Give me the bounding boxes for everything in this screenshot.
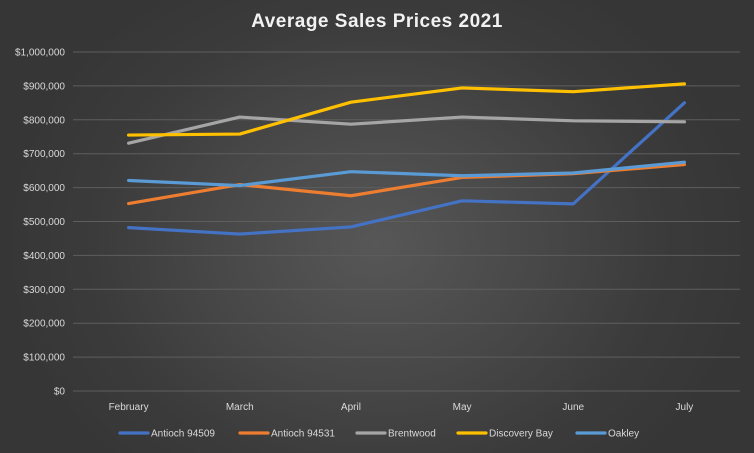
y-tick-label: $700,000 bbox=[23, 149, 65, 160]
legend-item: Discovery Bay bbox=[456, 429, 553, 440]
x-tick-label: July bbox=[676, 402, 694, 413]
series-line bbox=[126, 115, 687, 145]
series-line bbox=[126, 101, 687, 236]
legend-item: Antioch 94531 bbox=[238, 429, 335, 440]
x-tick-label: February bbox=[109, 402, 149, 413]
series-line bbox=[126, 82, 687, 137]
legend-label: Antioch 94509 bbox=[151, 429, 215, 440]
y-tick-label: $1,000,000 bbox=[15, 48, 65, 59]
legend-item: Brentwood bbox=[355, 429, 436, 440]
gridlines bbox=[73, 51, 740, 392]
y-tick-label: $500,000 bbox=[23, 217, 65, 228]
legend-label: Brentwood bbox=[388, 429, 436, 440]
x-axis: February March April May June July bbox=[109, 402, 694, 413]
x-tick-label: March bbox=[226, 402, 254, 413]
y-tick-label: $200,000 bbox=[23, 319, 65, 330]
series-line bbox=[126, 160, 687, 188]
y-tick-label: $600,000 bbox=[23, 183, 65, 194]
y-tick-label: $400,000 bbox=[23, 251, 65, 262]
legend-item: Oakley bbox=[575, 429, 639, 440]
y-tick-label: $300,000 bbox=[23, 285, 65, 296]
legend-label: Discovery Bay bbox=[489, 429, 553, 440]
legend: Antioch 94509 Antioch 94531 Brentwood Disco… bbox=[118, 429, 639, 440]
chart-title: Average Sales Prices 2021 bbox=[251, 11, 503, 32]
y-tick-label: $100,000 bbox=[23, 353, 65, 364]
x-tick-label: April bbox=[341, 402, 361, 413]
legend-label: Antioch 94531 bbox=[271, 429, 335, 440]
x-tick-label: May bbox=[453, 402, 472, 413]
y-tick-label: $900,000 bbox=[23, 81, 65, 92]
x-tick-label: June bbox=[562, 402, 584, 413]
y-tick-label: $0 bbox=[54, 387, 66, 398]
series-lines bbox=[126, 82, 687, 236]
y-tick-label: $800,000 bbox=[23, 115, 65, 126]
legend-label: Oakley bbox=[608, 429, 639, 440]
legend-item: Antioch 94509 bbox=[118, 429, 215, 440]
y-axis: $0 $100,000 $200,000 $300,000 $400,000 $500,0… bbox=[15, 48, 65, 398]
